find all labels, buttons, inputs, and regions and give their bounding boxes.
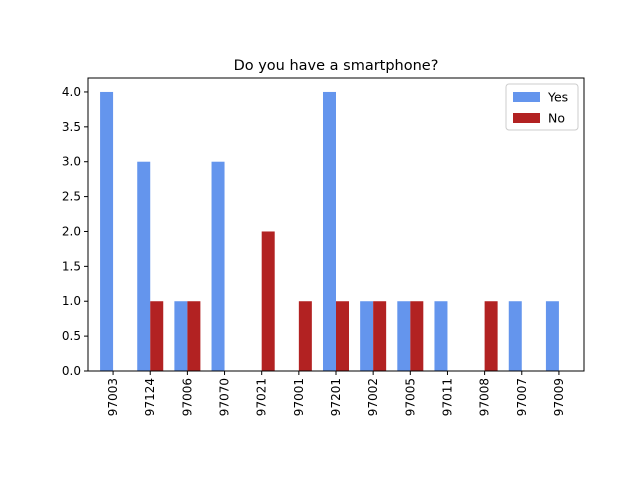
bar-yes-97009: [545, 301, 559, 371]
x-tick-label: 97070: [218, 378, 232, 416]
bar-no-97002: [373, 301, 387, 371]
bar-yes-97003: [100, 91, 114, 371]
x-tick-label: 97002: [366, 378, 380, 416]
x-tick-label: 97007: [515, 378, 529, 416]
bar-no-97021: [261, 231, 275, 371]
legend-swatch-yes: [513, 92, 540, 102]
legend: Yes No: [505, 83, 579, 131]
x-tick-label: 97006: [180, 378, 194, 416]
bar-yes-97011: [434, 301, 448, 371]
bar-yes-97070: [211, 161, 225, 371]
bar-yes-97005: [397, 301, 411, 371]
x-tick-label: 97124: [143, 378, 157, 416]
bar-yes-97201: [322, 91, 336, 371]
bar-yes-97124: [137, 161, 151, 371]
x-tick-label: 97001: [292, 378, 306, 416]
x-tick-label: 97008: [478, 378, 492, 416]
legend-label-no: No: [548, 111, 565, 126]
y-tick-label: 4.0: [62, 85, 81, 99]
y-tick-label: 0.0: [62, 364, 81, 378]
y-tick-label: 1.5: [62, 259, 81, 273]
legend-swatch-no: [513, 113, 540, 123]
x-tick-label: 97005: [403, 378, 417, 416]
bar-yes-97002: [360, 301, 374, 371]
bar-no-97008: [484, 301, 498, 371]
bars-group: [100, 91, 559, 371]
x-tick-label: 97021: [255, 378, 269, 416]
y-tick-label: 0.5: [62, 329, 81, 343]
y-tick-label: 1.0: [62, 294, 81, 308]
bar-no-97005: [410, 301, 424, 371]
bar-yes-97006: [174, 301, 188, 371]
chart-title: Do you have a smartphone?: [234, 58, 439, 74]
y-tick-label: 2.5: [62, 190, 81, 204]
legend-label-yes: Yes: [547, 90, 568, 105]
bar-yes-97007: [508, 301, 522, 371]
y-tick-label: 3.5: [62, 120, 81, 134]
bar-no-97001: [298, 301, 312, 371]
x-tick-label: 97011: [440, 378, 454, 416]
x-tick-label: 97201: [329, 378, 343, 416]
x-tick-label: 97003: [106, 378, 120, 416]
y-tick-label: 3.0: [62, 155, 81, 169]
y-tick-label: 2.0: [62, 224, 81, 238]
x-tick-label: 97009: [552, 378, 566, 416]
bar-no-97124: [150, 301, 164, 371]
bar-no-97201: [336, 301, 350, 371]
axes-group: 0.0 0.5 1.0 1.5 2.0 2.5 3.0 3.5 4.0 97003 97124 970…: [62, 77, 585, 416]
bar-no-97006: [187, 301, 201, 371]
